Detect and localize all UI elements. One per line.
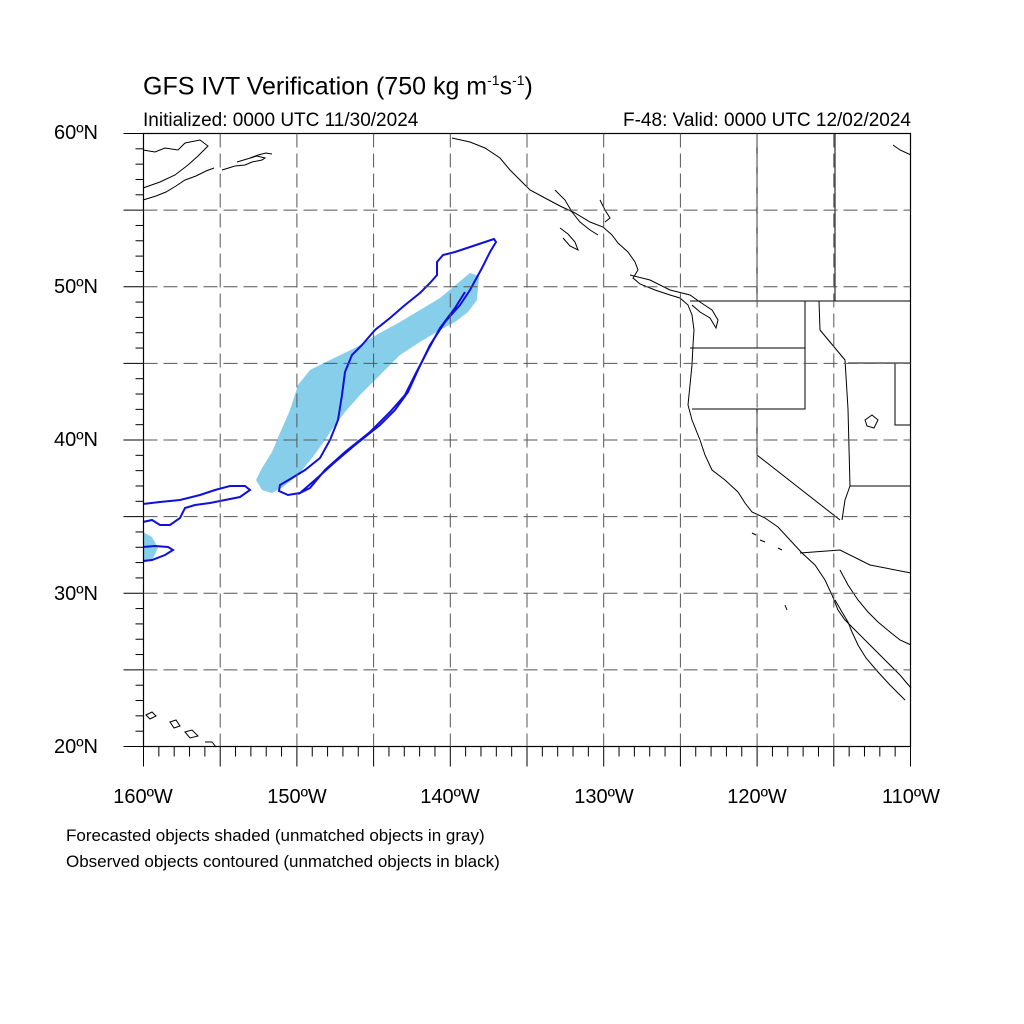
observed-object-main-inner [297, 291, 466, 495]
lon-label-120w: 120ºW [727, 786, 787, 808]
lon-label-130w: 130ºW [574, 786, 634, 808]
observed-object-west [142, 485, 252, 526]
lon-label-140w: 140ºW [420, 786, 480, 808]
initialized-time: Initialized: 0000 UTC 11/30/2024 [143, 110, 419, 131]
valid-time: F-48: Valid: 0000 UTC 12/02/2024 [623, 110, 911, 131]
lat-label-60n: 60ºN [54, 122, 98, 144]
legend-observed-note: Observed objects contoured (unmatched ob… [66, 852, 500, 871]
axis-ticks [123, 133, 911, 767]
lat-label-40n: 40ºN [54, 429, 98, 451]
forecast-object-west [143, 532, 158, 563]
lon-label-150w: 150ºW [267, 786, 327, 808]
graticule [143, 133, 911, 747]
observed-object-southwest [142, 544, 175, 562]
political-boundaries [690, 133, 912, 574]
lat-label-20n: 20ºN [54, 736, 98, 758]
forecast-object-main [256, 273, 479, 493]
legend-forecast-note: Forecasted objects shaded (unmatched obj… [66, 826, 485, 845]
lon-label-110w: 110ºW [881, 786, 941, 808]
lat-label-50n: 50ºN [54, 276, 98, 298]
map-title: GFS IVT Verification (750 kg m-1s-1) [143, 72, 533, 101]
lat-label-30n: 30ºN [54, 583, 98, 605]
lon-label-160w: 160ºW [113, 786, 173, 808]
coastlines [142, 137, 912, 748]
